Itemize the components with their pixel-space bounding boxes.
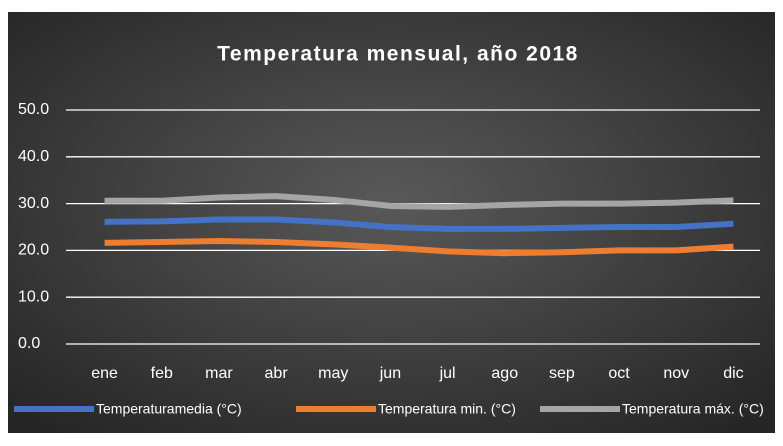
line-series bbox=[104, 216, 734, 232]
legend-label: Temperaturamedia (°C) bbox=[96, 401, 242, 417]
y-tick-label: 40.0 bbox=[18, 148, 49, 165]
x-tick-label: ago bbox=[491, 365, 518, 382]
line-series bbox=[104, 193, 734, 210]
legend-label: Temperatura min. (°C) bbox=[378, 401, 516, 417]
y-tick-label: 20.0 bbox=[18, 242, 49, 259]
x-tick-label: oct bbox=[608, 365, 630, 382]
x-tick-label: abr bbox=[265, 365, 289, 382]
x-tick-label: may bbox=[318, 365, 348, 382]
legend-label: Temperatura máx. (°C) bbox=[622, 401, 764, 417]
line-series bbox=[104, 238, 734, 257]
x-tick-label: jul bbox=[439, 365, 456, 382]
y-tick-label: 30.0 bbox=[18, 195, 49, 212]
x-tick-label: sep bbox=[549, 365, 575, 382]
x-tick-label: ene bbox=[91, 365, 118, 382]
x-tick-label: dic bbox=[723, 365, 743, 382]
chart-title: Temperatura mensual, año 2018 bbox=[217, 43, 579, 66]
y-tick-label: 10.0 bbox=[18, 288, 49, 305]
y-tick-label: 0.0 bbox=[18, 335, 40, 352]
x-tick-label: nov bbox=[663, 365, 689, 382]
x-tick-label: jun bbox=[379, 365, 401, 382]
x-tick-label: mar bbox=[205, 365, 233, 382]
x-tick-label: feb bbox=[151, 365, 173, 382]
y-tick-label: 50.0 bbox=[18, 101, 49, 118]
